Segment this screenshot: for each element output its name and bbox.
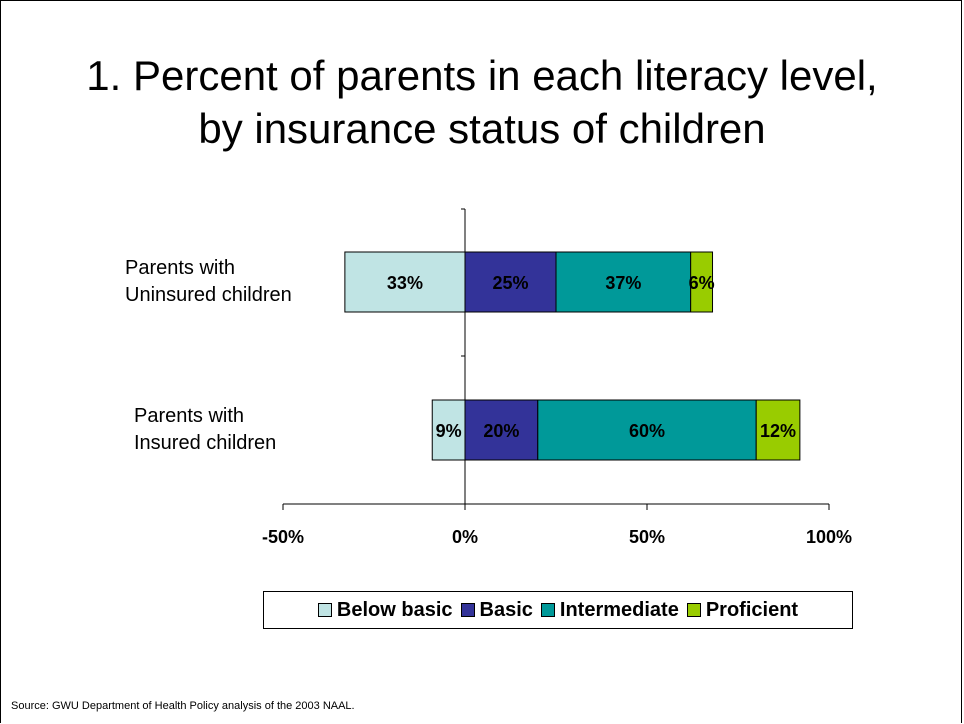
data-label: 12% xyxy=(760,421,796,441)
legend-swatch-proficient xyxy=(686,603,701,617)
legend-swatch-below-basic xyxy=(317,603,332,617)
data-label: 20% xyxy=(483,421,519,441)
legend-item-intermediate: Intermediate xyxy=(540,598,679,622)
bar-segment xyxy=(555,251,692,313)
category-label-line: Parents with xyxy=(134,405,245,427)
legend-swatch-basic xyxy=(460,603,475,617)
x-tick-label: 0% xyxy=(452,527,478,547)
x-tick-label: 50% xyxy=(629,527,665,547)
chart-title: 1. Percent of parents in each literacy l… xyxy=(1,49,963,155)
legend-swatch-intermediate xyxy=(540,603,555,617)
x-tick-label: -50% xyxy=(262,527,304,547)
x-tick-label: 100% xyxy=(806,527,852,547)
data-label: 37% xyxy=(605,273,641,293)
legend-item-below-basic: Below basic xyxy=(317,598,453,622)
title-line-2: by insurance status of children xyxy=(198,105,766,152)
category-label-insured: Parents with Insured children xyxy=(134,403,276,457)
legend-label: Basic xyxy=(479,598,533,621)
legend-label: Below basic xyxy=(336,598,453,621)
bar-segment xyxy=(344,251,466,313)
category-label-line: Insured children xyxy=(134,432,277,454)
category-label-line: Parents with xyxy=(125,257,236,279)
legend: Below basic Basic Intermediate Proficien… xyxy=(263,591,853,629)
bar-segment xyxy=(537,399,757,461)
title-line-1: 1. Percent of parents in each literacy l… xyxy=(86,52,878,99)
category-label-uninsured: Parents with Uninsured children xyxy=(125,255,292,309)
legend-label: Intermediate xyxy=(559,598,679,621)
legend-item-basic: Basic xyxy=(460,598,533,622)
category-label-line: Uninsured children xyxy=(125,284,292,306)
data-label: 60% xyxy=(629,421,665,441)
bar-segment xyxy=(755,399,801,461)
legend-item-proficient: Proficient xyxy=(686,598,799,622)
legend-label: Proficient xyxy=(705,598,799,621)
source-note: Source: GWU Department of Health Policy … xyxy=(11,700,355,712)
data-label: 25% xyxy=(492,273,528,293)
data-label: 33% xyxy=(387,273,423,293)
data-label: 9% xyxy=(436,421,462,441)
data-label: 6% xyxy=(689,273,715,293)
bar-segment xyxy=(690,251,714,313)
